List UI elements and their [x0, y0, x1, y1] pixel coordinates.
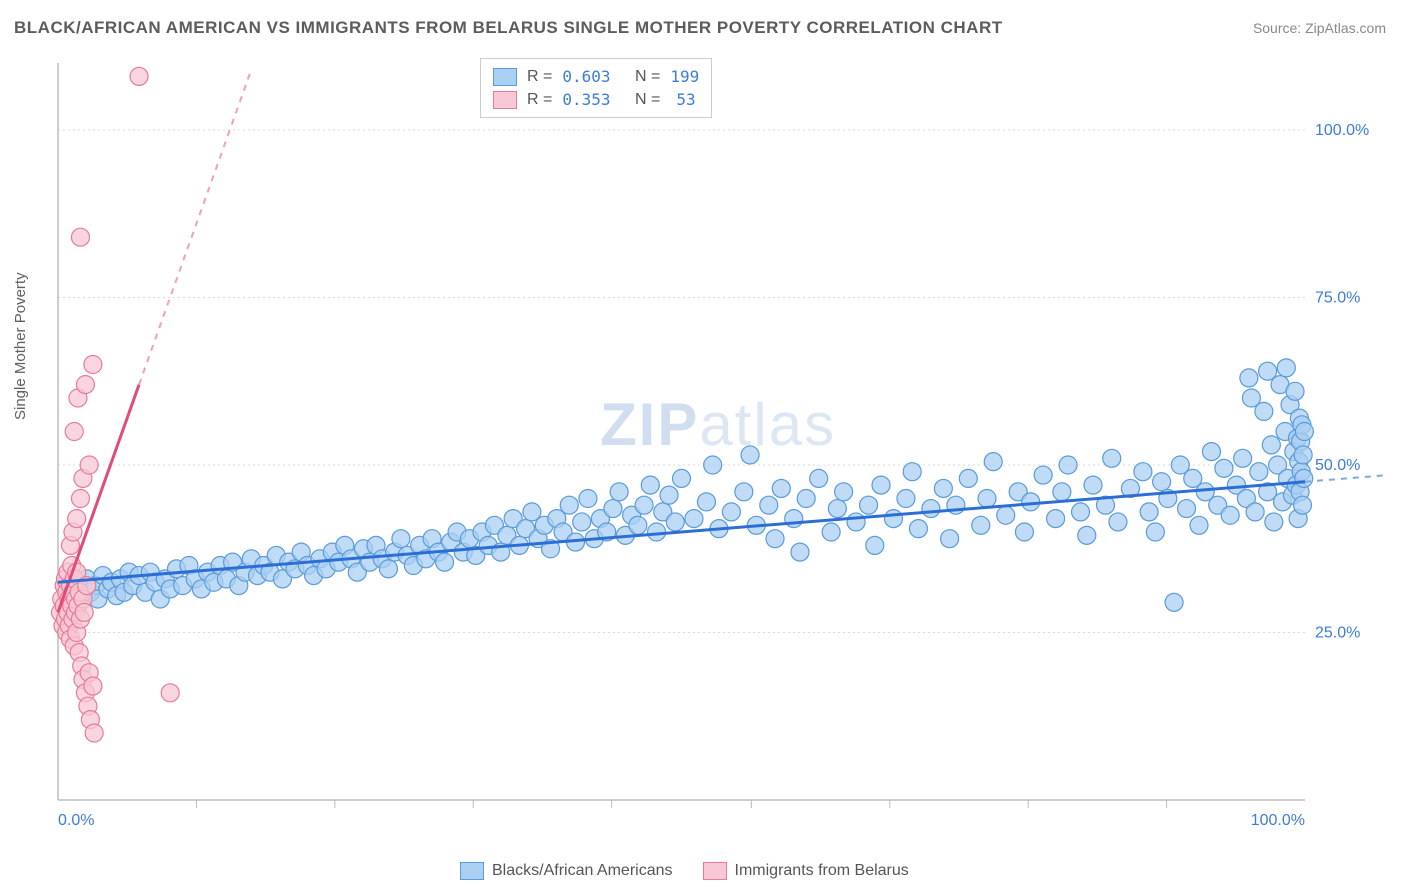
- chart-title: BLACK/AFRICAN AMERICAN VS IMMIGRANTS FRO…: [14, 18, 1003, 38]
- chart-container: BLACK/AFRICAN AMERICAN VS IMMIGRANTS FRO…: [0, 0, 1406, 892]
- source-name: ZipAtlas.com: [1305, 20, 1386, 36]
- legend-n-label: N =: [635, 91, 660, 109]
- legend-swatch-series-2: [493, 91, 517, 109]
- legend-row-series-2: R = 0.353 N = 53: [493, 88, 699, 111]
- legend-r-label: R =: [527, 68, 552, 86]
- scatter-plot-svg: 25.0% 50.0% 75.0% 100.0% 0.0% 100.0%: [50, 55, 1385, 835]
- legend-bottom-item-1: Blacks/African Americans: [460, 862, 673, 880]
- legend-correlation-box: R = 0.603 N = 199 R = 0.353 N = 53: [480, 58, 712, 118]
- legend-bottom-label-2: Immigrants from Belarus: [735, 862, 909, 880]
- legend-r-label: R =: [527, 91, 552, 109]
- svg-text:50.0%: 50.0%: [1315, 457, 1360, 474]
- legend-n-value-2: 53: [670, 90, 695, 109]
- legend-swatch-series-1: [493, 68, 517, 86]
- legend-r-value-1: 0.603: [562, 67, 610, 86]
- svg-text:100.0%: 100.0%: [1251, 812, 1305, 829]
- legend-n-value-1: 199: [670, 67, 699, 86]
- y-axis-label: Single Mother Poverty: [12, 272, 29, 420]
- legend-bottom-label-1: Blacks/African Americans: [492, 862, 673, 880]
- legend-bottom-swatch-2: [703, 862, 727, 880]
- svg-text:100.0%: 100.0%: [1315, 122, 1369, 139]
- legend-n-label: N =: [635, 68, 660, 86]
- legend-bottom-item-2: Immigrants from Belarus: [703, 862, 909, 880]
- svg-text:75.0%: 75.0%: [1315, 290, 1360, 307]
- legend-bottom-swatch-1: [460, 862, 484, 880]
- svg-text:25.0%: 25.0%: [1315, 625, 1360, 642]
- source-prefix: Source:: [1253, 20, 1305, 36]
- plot-area: 25.0% 50.0% 75.0% 100.0% 0.0% 100.0%: [50, 55, 1385, 835]
- svg-text:0.0%: 0.0%: [58, 812, 94, 829]
- source-attribution: Source: ZipAtlas.com: [1253, 20, 1386, 36]
- legend-row-series-1: R = 0.603 N = 199: [493, 65, 699, 88]
- legend-bottom: Blacks/African Americans Immigrants from…: [460, 862, 909, 880]
- legend-r-value-2: 0.353: [562, 90, 610, 109]
